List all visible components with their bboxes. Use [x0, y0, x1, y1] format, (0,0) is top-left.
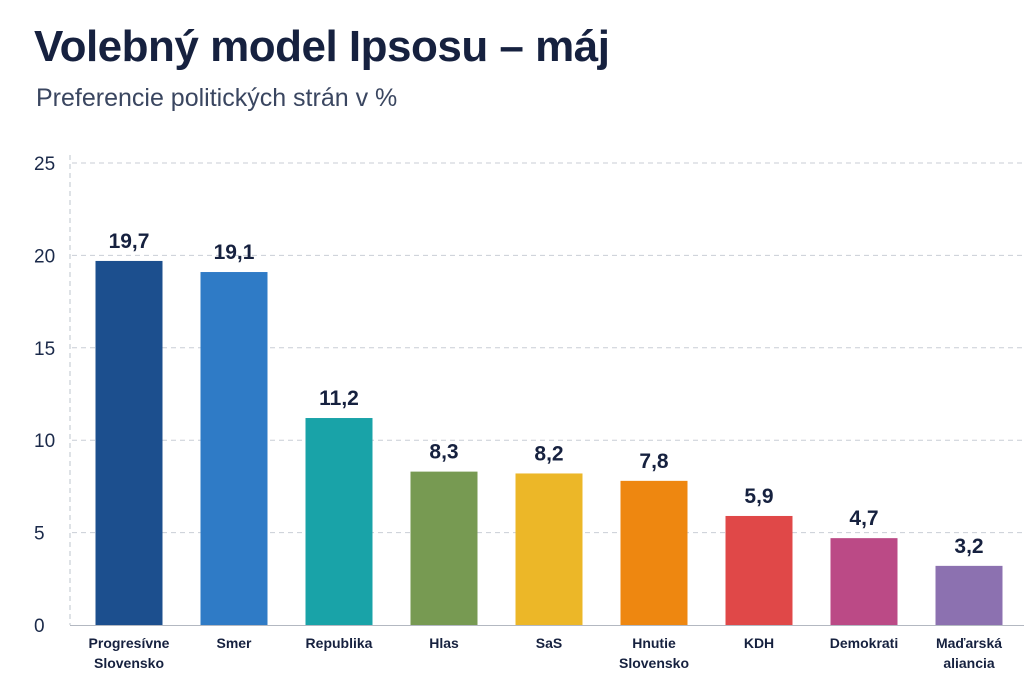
- x-tick-label: Maďarská aliancia: [936, 635, 1002, 671]
- y-tick-label: 20: [34, 246, 55, 267]
- x-tick-label: Hnutie Slovensko: [619, 635, 689, 671]
- y-tick-label: 25: [34, 154, 55, 175]
- bar: [620, 480, 688, 625]
- bar: [200, 272, 268, 625]
- x-tick-label-line: Hnutie: [632, 635, 676, 651]
- data-label: 8,3: [429, 441, 458, 464]
- data-label: 19,7: [109, 230, 150, 253]
- bar: [305, 418, 373, 625]
- x-tick-label-line: Maďarská: [936, 635, 1002, 651]
- data-label: 19,1: [214, 241, 255, 264]
- bar: [935, 565, 1003, 625]
- bar: [515, 473, 583, 625]
- bar: [95, 260, 163, 625]
- bar: [725, 515, 793, 625]
- x-tick-label-line: Smer: [216, 635, 252, 651]
- x-tick-label-line: Slovensko: [619, 655, 689, 671]
- x-tick-label-line: Demokrati: [830, 635, 898, 651]
- x-tick-label: Republika: [306, 635, 373, 651]
- y-tick-label: 10: [34, 431, 55, 452]
- data-label: 5,9: [744, 485, 773, 508]
- bar: [830, 538, 898, 625]
- x-tick-label: SaS: [536, 635, 562, 651]
- x-tick-label-line: KDH: [744, 635, 774, 651]
- data-label: 4,7: [849, 507, 878, 530]
- x-tick-label: KDH: [744, 635, 774, 651]
- chart-title: Volebný model Ipsosu – máj: [34, 22, 610, 71]
- x-tick-label: Demokrati: [830, 635, 898, 651]
- x-tick-label-line: aliancia: [943, 655, 995, 671]
- x-tick-label-line: Slovensko: [94, 655, 164, 671]
- data-label: 8,2: [534, 442, 563, 465]
- bar: [410, 471, 478, 625]
- data-label: 7,8: [639, 450, 669, 473]
- y-tick-label: 5: [34, 524, 45, 545]
- x-tick-label: Progresívne Slovensko: [89, 635, 170, 671]
- y-tick-label: 0: [34, 616, 45, 637]
- x-tick-label: Hlas: [429, 635, 459, 651]
- data-label: 11,2: [319, 387, 359, 410]
- chart-subtitle: Preferencie politických strán v %: [36, 84, 398, 112]
- x-tick-label-line: SaS: [536, 635, 562, 651]
- x-tick-label-line: Hlas: [429, 635, 459, 651]
- x-tick-label-line: Progresívne: [89, 635, 170, 651]
- x-tick-label-line: Republika: [306, 635, 373, 651]
- x-tick-label: Smer: [216, 635, 252, 651]
- data-label: 3,2: [954, 535, 983, 558]
- y-tick-label: 15: [34, 339, 55, 360]
